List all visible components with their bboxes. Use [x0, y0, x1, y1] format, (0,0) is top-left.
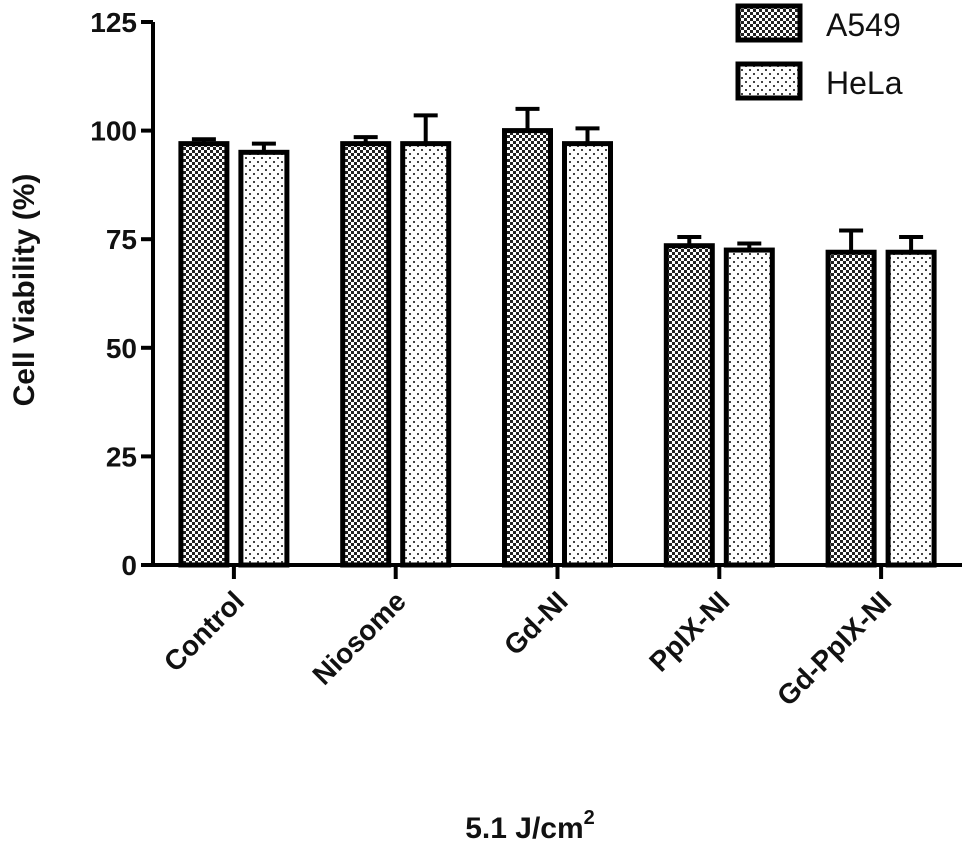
bar-a549-niosome	[340, 141, 392, 568]
y-tick-label: 100	[90, 116, 137, 147]
bar-a549-control	[178, 141, 230, 568]
bar-hela-niosome	[400, 141, 452, 568]
x-axis-title-text: 5.1 J/cm	[465, 812, 583, 844]
bar-hela-gd-ni	[562, 141, 613, 568]
legend-swatch-hela	[735, 61, 803, 101]
x-tick-label: Gd-NI	[498, 585, 574, 661]
legend: A549 HeLa	[735, 3, 903, 101]
x-tick-label: Control	[158, 585, 250, 677]
x-tick-label: PpIX-NI	[643, 585, 735, 677]
bar-hela-control	[238, 149, 290, 568]
bar-hela-ppix-ni	[723, 247, 775, 568]
legend-label-a549: A549	[826, 7, 901, 43]
bar-a549-gd-ppix-ni	[825, 249, 877, 568]
y-tick-label: 125	[90, 7, 137, 38]
x-axis-title: 5.1 J/cm2	[465, 807, 595, 844]
x-axis-title-superscript: 2	[584, 807, 595, 829]
y-tick-label: 0	[121, 550, 137, 581]
y-tick-label: 25	[106, 441, 137, 472]
x-tick-label: Niosome	[306, 585, 412, 691]
bar-a549-gd-ni	[502, 128, 553, 568]
legend-swatch-a549	[735, 3, 803, 43]
bar-hela-gd-ppix-ni	[885, 249, 937, 568]
bar-a549-ppix-ni	[663, 243, 715, 568]
legend-label-hela: HeLa	[826, 65, 903, 101]
y-tick-label: 50	[106, 333, 137, 364]
y-axis-title: Cell Viability (%)	[8, 174, 41, 407]
y-tick-label: 75	[106, 224, 137, 255]
plot-area	[178, 106, 937, 568]
x-tick-label: Gd-PpIX-NI	[771, 585, 897, 711]
y-axis: 0 25 50 75 100 125	[90, 7, 155, 581]
x-axis: Control Niosome Gd-NI PpIX-NI Gd-PpIX-NI	[151, 563, 962, 712]
